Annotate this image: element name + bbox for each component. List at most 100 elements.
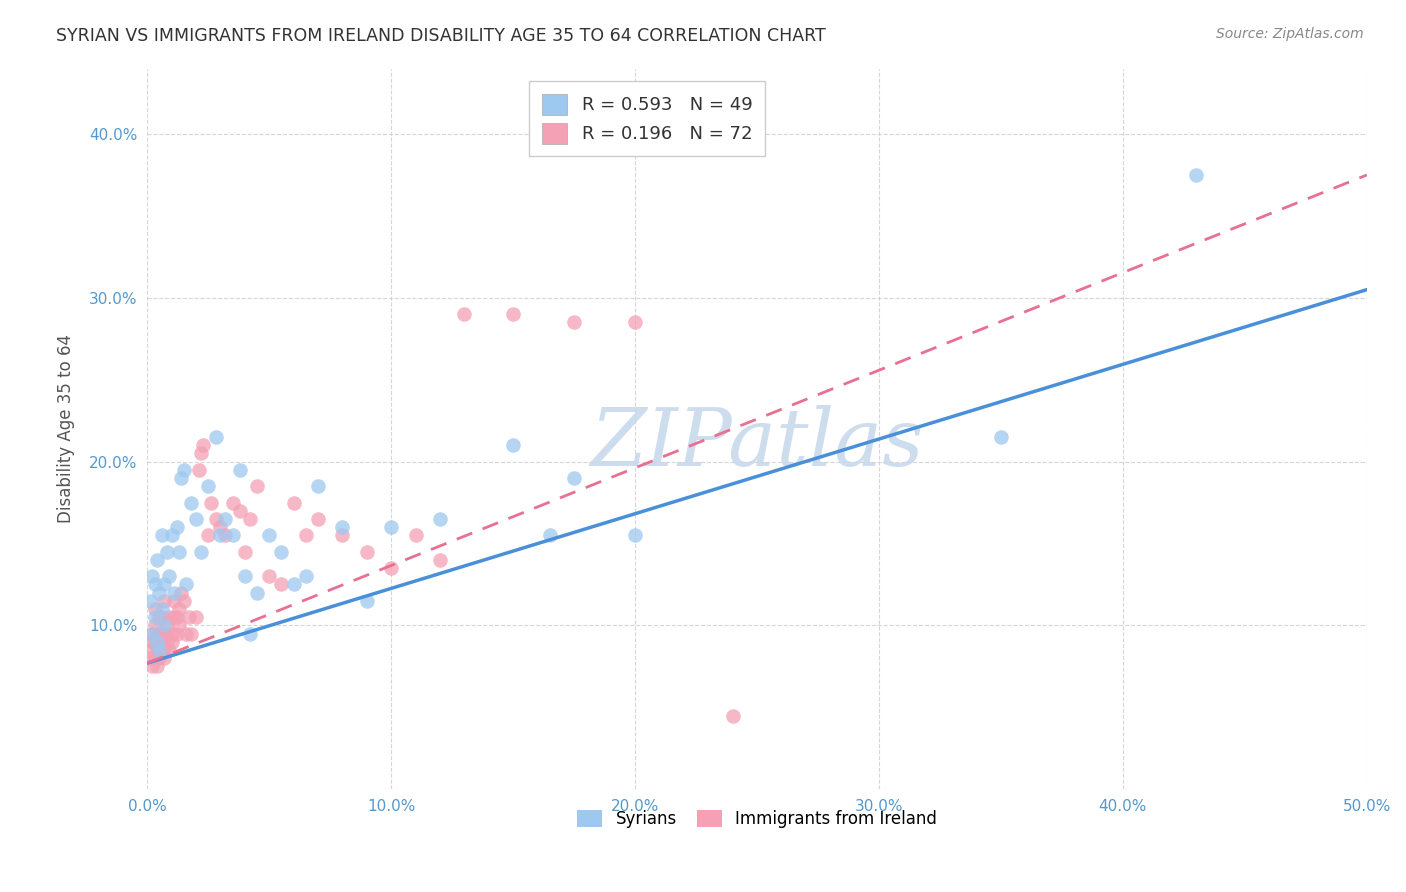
Point bbox=[257, 528, 280, 542]
Point bbox=[167, 545, 190, 559]
Point bbox=[295, 528, 318, 542]
Point bbox=[156, 618, 179, 632]
Point bbox=[209, 528, 232, 542]
Point bbox=[148, 635, 170, 649]
Point bbox=[229, 463, 252, 477]
Point bbox=[141, 626, 163, 640]
Point bbox=[170, 585, 193, 599]
Point bbox=[146, 626, 169, 640]
Point bbox=[143, 635, 166, 649]
Point bbox=[148, 643, 170, 657]
Point bbox=[150, 626, 173, 640]
Point bbox=[190, 446, 212, 460]
Point bbox=[150, 610, 173, 624]
Point bbox=[138, 643, 160, 657]
Point bbox=[146, 553, 169, 567]
Point bbox=[307, 512, 329, 526]
Point bbox=[143, 577, 166, 591]
Point bbox=[173, 594, 195, 608]
Point bbox=[624, 528, 647, 542]
Point bbox=[167, 618, 190, 632]
Point bbox=[143, 651, 166, 665]
Point bbox=[184, 610, 207, 624]
Point bbox=[138, 594, 160, 608]
Point bbox=[148, 626, 170, 640]
Point bbox=[163, 594, 186, 608]
Point bbox=[246, 585, 269, 599]
Point bbox=[307, 479, 329, 493]
Point bbox=[167, 602, 190, 616]
Text: ZIPatlas: ZIPatlas bbox=[591, 405, 924, 482]
Point bbox=[502, 307, 524, 321]
Point bbox=[184, 512, 207, 526]
Point bbox=[146, 643, 169, 657]
Point bbox=[356, 594, 378, 608]
Point bbox=[156, 545, 179, 559]
Point bbox=[163, 610, 186, 624]
Point bbox=[156, 626, 179, 640]
Point bbox=[143, 618, 166, 632]
Point bbox=[141, 635, 163, 649]
Point bbox=[204, 430, 226, 444]
Point bbox=[197, 528, 219, 542]
Point bbox=[153, 643, 176, 657]
Point bbox=[239, 626, 262, 640]
Point bbox=[176, 577, 198, 591]
Point bbox=[150, 528, 173, 542]
Point bbox=[160, 626, 183, 640]
Point bbox=[153, 577, 176, 591]
Point bbox=[721, 708, 744, 723]
Point bbox=[153, 594, 176, 608]
Point bbox=[148, 610, 170, 624]
Point bbox=[138, 651, 160, 665]
Point bbox=[190, 545, 212, 559]
Point bbox=[1185, 168, 1208, 182]
Point bbox=[453, 307, 475, 321]
Point bbox=[239, 512, 262, 526]
Point bbox=[332, 528, 354, 542]
Point bbox=[270, 545, 292, 559]
Point bbox=[538, 528, 561, 542]
Point bbox=[150, 602, 173, 616]
Point bbox=[141, 626, 163, 640]
Point bbox=[197, 479, 219, 493]
Point bbox=[148, 643, 170, 657]
Point bbox=[143, 610, 166, 624]
Point bbox=[150, 635, 173, 649]
Point bbox=[153, 651, 176, 665]
Point bbox=[157, 569, 180, 583]
Point bbox=[146, 659, 169, 673]
Point bbox=[221, 528, 243, 542]
Point bbox=[209, 520, 232, 534]
Point bbox=[204, 512, 226, 526]
Point bbox=[153, 618, 176, 632]
Point bbox=[153, 626, 176, 640]
Point bbox=[332, 520, 354, 534]
Point bbox=[429, 553, 451, 567]
Point bbox=[166, 626, 188, 640]
Point bbox=[380, 520, 402, 534]
Point bbox=[221, 495, 243, 509]
Point bbox=[214, 528, 236, 542]
Point bbox=[170, 471, 193, 485]
Point bbox=[166, 520, 188, 534]
Point bbox=[180, 626, 202, 640]
Point bbox=[270, 577, 292, 591]
Y-axis label: Disability Age 35 to 64: Disability Age 35 to 64 bbox=[58, 334, 75, 524]
Point bbox=[166, 610, 188, 624]
Point bbox=[173, 463, 195, 477]
Point bbox=[562, 315, 585, 329]
Point bbox=[214, 512, 236, 526]
Point bbox=[148, 651, 170, 665]
Point bbox=[150, 643, 173, 657]
Point bbox=[157, 610, 180, 624]
Point bbox=[624, 315, 647, 329]
Point bbox=[163, 585, 186, 599]
Point bbox=[187, 463, 209, 477]
Point bbox=[180, 495, 202, 509]
Point bbox=[233, 545, 256, 559]
Point bbox=[143, 602, 166, 616]
Point bbox=[257, 569, 280, 583]
Point bbox=[160, 528, 183, 542]
Point bbox=[990, 430, 1012, 444]
